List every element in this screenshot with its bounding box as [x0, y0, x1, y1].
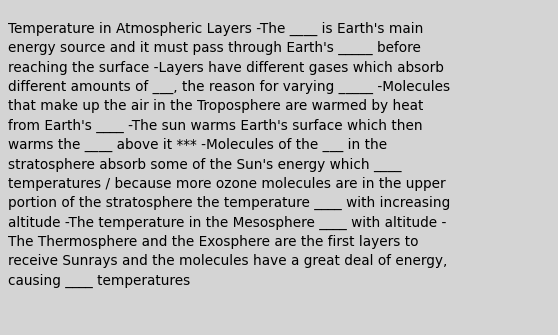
- Text: Temperature in Atmospheric Layers -The ____ is Earth's main
energy source and it: Temperature in Atmospheric Layers -The _…: [8, 22, 451, 288]
